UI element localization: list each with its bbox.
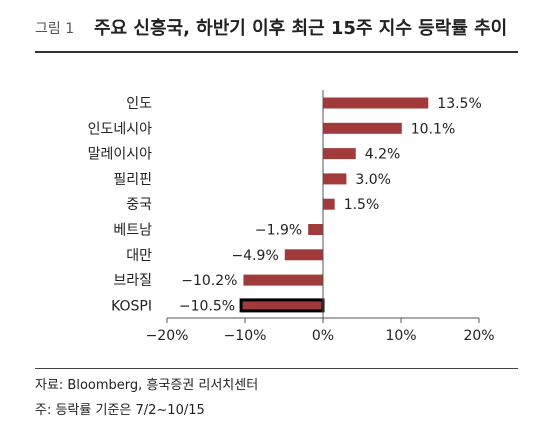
bar (323, 173, 347, 185)
x-tick-label: −20% (146, 328, 189, 344)
x-tick-label: 0% (312, 328, 334, 344)
basis-note: 주: 등락률 기준은 7/2~10/15 (35, 403, 205, 418)
category-label: 말레이시아 (88, 147, 153, 163)
bar (323, 148, 356, 160)
category-label: 베트남 (113, 223, 152, 239)
figure-header: 그림 1 주요 신흥국, 하반기 이후 최근 15주 지수 등락률 추이 (0, 0, 550, 53)
data-label: 10.1% (411, 121, 455, 137)
footer-divider (35, 368, 518, 369)
bar-chart: 인도 13.5% 인도네시아 10.1% 말레이시아 4.2% 필리핀 3.0% 중국 1.5% 베… (88, 90, 495, 344)
bar (323, 198, 335, 210)
category-label: 중국 (126, 197, 152, 213)
x-tick-label: −10% (224, 328, 267, 344)
bar (323, 97, 429, 109)
data-label: −4.9% (231, 248, 278, 264)
category-label: 인도네시아 (88, 121, 153, 137)
bar (243, 274, 323, 286)
bar (308, 224, 323, 235)
bar (284, 249, 323, 261)
data-label: −1.9% (255, 223, 302, 239)
figure-number: 그림 1 (35, 21, 75, 37)
data-label: −10.5% (179, 298, 235, 314)
x-tick-label: 20% (463, 328, 494, 344)
figure-title: 주요 신흥국, 하반기 이후 최근 15주 지수 등락률 추이 (94, 18, 508, 39)
category-label: 대만 (126, 248, 152, 264)
data-label: 3.0% (355, 172, 391, 188)
data-label: 1.5% (344, 197, 380, 213)
x-tick-label: 10% (385, 328, 416, 344)
data-label: −10.2% (181, 273, 237, 289)
data-label: 13.5% (437, 96, 481, 112)
category-label: KOSPI (111, 298, 152, 314)
category-label: 브라질 (113, 273, 152, 289)
header-divider (35, 51, 518, 53)
bar-highlight (239, 298, 325, 313)
category-label: 인도 (126, 96, 152, 112)
data-label: 4.2% (365, 147, 401, 163)
category-label: 필리핀 (113, 172, 152, 188)
bar (323, 122, 402, 134)
source-note: 자료: Bloomberg, 흥국증권 리서치센터 (35, 378, 259, 393)
